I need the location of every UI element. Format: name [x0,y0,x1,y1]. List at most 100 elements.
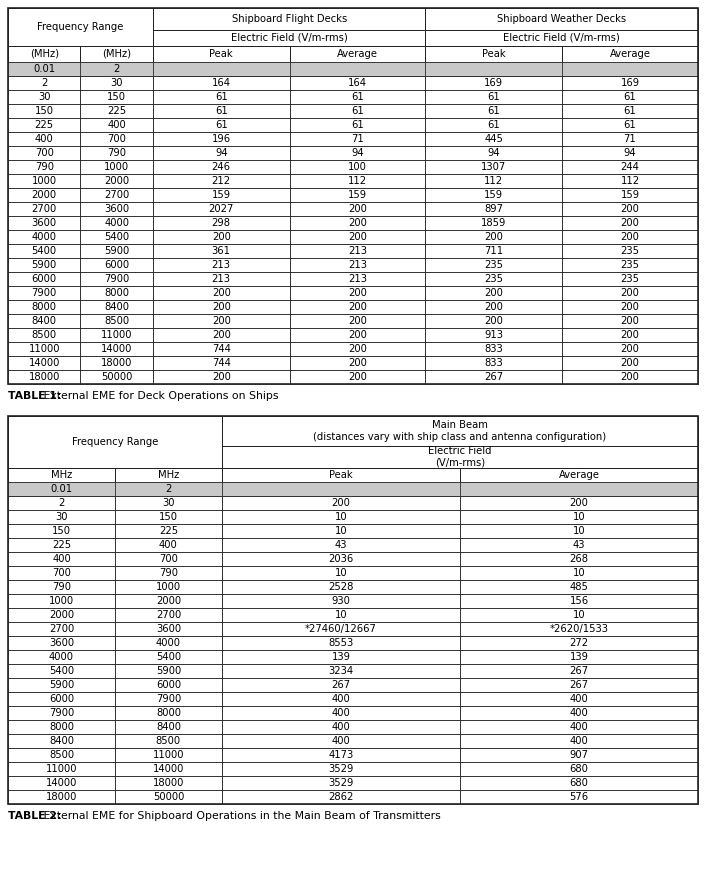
Bar [8,90,80,104]
Bar [426,132,562,146]
Bar [8,538,115,552]
Bar [460,692,698,706]
Bar [222,524,460,538]
Bar [460,622,698,636]
Bar [426,202,562,216]
Bar [115,720,222,734]
Bar [562,342,698,356]
Text: 14000: 14000 [28,358,60,368]
Bar [8,76,80,90]
Bar [426,258,562,272]
Bar [460,566,698,580]
Text: 1000: 1000 [32,176,56,186]
Text: 1000: 1000 [49,596,74,606]
Text: 200: 200 [484,302,503,312]
Bar [115,776,222,790]
Bar [222,594,460,608]
Text: 2528: 2528 [328,582,354,592]
Bar [460,580,698,594]
Bar [8,118,80,132]
Text: 400: 400 [332,694,350,704]
Text: 61: 61 [351,92,364,102]
Text: 1307: 1307 [481,162,506,172]
Text: 5900: 5900 [32,260,57,270]
Bar [80,272,153,286]
Text: 213: 213 [348,260,367,270]
Bar [115,510,222,524]
Text: 10: 10 [335,568,347,578]
Bar [80,146,153,160]
Text: 5900: 5900 [156,666,181,676]
Bar [289,188,426,202]
Text: 169: 169 [621,78,640,88]
Bar [8,8,153,46]
Text: 400: 400 [159,540,178,550]
Bar [460,510,698,524]
Text: 790: 790 [35,162,54,172]
Text: 3600: 3600 [104,204,129,214]
Text: 10: 10 [573,610,585,620]
Bar [8,328,80,342]
Text: 0.01: 0.01 [50,484,73,494]
Text: 680: 680 [570,778,588,788]
Bar [153,258,289,272]
Bar [80,46,153,62]
Bar [289,146,426,160]
Text: 94: 94 [351,148,364,158]
Bar [115,650,222,664]
Bar [80,132,153,146]
Bar [80,62,153,76]
Text: 4000: 4000 [104,218,129,228]
Text: 200: 200 [621,358,640,368]
Bar [426,356,562,370]
Bar [115,580,222,594]
Text: 200: 200 [621,232,640,242]
Bar [460,762,698,776]
Bar [222,734,460,748]
Bar [426,314,562,328]
Bar [426,328,562,342]
Bar [289,90,426,104]
Text: 235: 235 [484,274,503,284]
Bar [289,104,426,118]
Bar [8,62,80,76]
Text: 61: 61 [487,92,500,102]
Text: 744: 744 [212,344,231,354]
Bar [8,566,115,580]
Bar [289,258,426,272]
Text: Average: Average [337,49,378,59]
Bar [222,552,460,566]
Bar [289,356,426,370]
Bar [222,608,460,622]
Text: 4173: 4173 [328,750,354,760]
Text: 2000: 2000 [104,176,129,186]
Bar [115,566,222,580]
Bar [460,636,698,650]
Bar [153,90,289,104]
Bar [289,342,426,356]
Text: 8500: 8500 [156,736,181,746]
Text: 213: 213 [212,274,231,284]
Text: 18000: 18000 [152,778,184,788]
Text: 11000: 11000 [28,344,60,354]
Text: 8500: 8500 [104,316,129,326]
Text: 3529: 3529 [328,778,354,788]
Text: 200: 200 [212,232,231,242]
Text: 164: 164 [348,78,367,88]
Bar [222,510,460,524]
Text: 2000: 2000 [156,596,181,606]
Bar [153,146,289,160]
Text: 150: 150 [107,92,126,102]
Bar [115,468,222,482]
Text: 0.01: 0.01 [33,64,55,74]
Text: 10: 10 [573,526,585,536]
Text: 8500: 8500 [49,750,74,760]
Bar [562,272,698,286]
Text: 200: 200 [212,372,231,382]
Text: 200: 200 [621,330,640,340]
Text: 213: 213 [212,260,231,270]
Text: 200: 200 [621,302,640,312]
Text: 18000: 18000 [28,372,60,382]
Text: 3234: 3234 [328,666,354,676]
Bar [562,286,698,300]
